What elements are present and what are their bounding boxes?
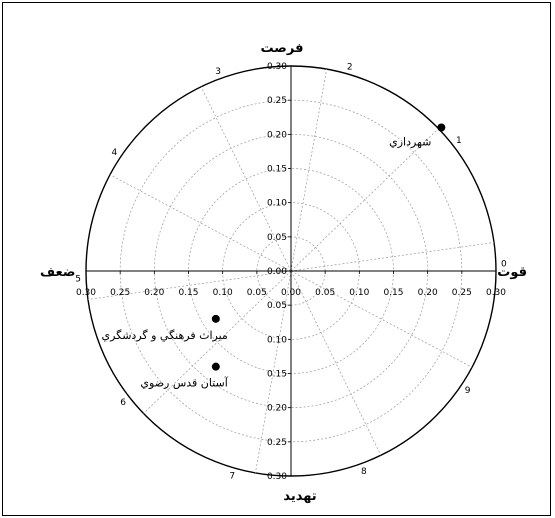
y-tick-label: 0.00: [267, 267, 287, 277]
direction-right: قوت: [497, 265, 527, 280]
x-tick-label: 0.15: [178, 288, 198, 298]
data-point: [211, 362, 220, 371]
spoke-label: 4: [112, 148, 118, 158]
spoke-label: 5: [75, 274, 81, 284]
data-point-label: ميراث فرهنگي و گردشگري: [101, 329, 227, 342]
direction-bottom: تهديد: [283, 489, 316, 504]
spoke-label: 6: [120, 398, 126, 408]
direction-labels: فرصت تهديد ضعف قوت: [40, 41, 527, 504]
spoke-label: 2: [347, 62, 353, 72]
y-tick-label: 0.20: [267, 130, 287, 140]
y-tick-label: 0.05: [267, 301, 287, 311]
y-tick-label: 0.30: [267, 472, 287, 482]
spoke-label: 3: [215, 67, 221, 77]
y-tick-label: 0.15: [267, 165, 287, 175]
axes: [85, 65, 497, 477]
y-tick-label: 0.25: [267, 438, 287, 448]
y-tick-label: 0.30: [267, 62, 287, 72]
spoke-label: 7: [229, 472, 235, 482]
spoke-label: 0: [501, 260, 507, 270]
data-points: شهرداري ميراث فرهنگي و گردشگري آستان قدس ر…: [101, 123, 446, 390]
direction-left: ضعف: [40, 265, 75, 280]
x-tick-label: 0.10: [349, 288, 369, 298]
spoke-label: 1: [456, 136, 462, 146]
y-tick-label: 0.10: [267, 199, 287, 209]
data-point-label: آستان قدس رضوي: [140, 376, 228, 390]
x-tick-label: 0.10: [213, 288, 233, 298]
y-tick-label: 0.05: [267, 233, 287, 243]
x-tick-label: 0.30: [486, 288, 506, 298]
spoke-labels: 0 1 2 3 4 5 6 7 8 9: [75, 62, 507, 481]
x-tick-label: 0.15: [383, 288, 403, 298]
y-tick-label: 0.25: [267, 96, 287, 106]
spoke-label: 9: [465, 386, 471, 396]
x-tick-label: 0.00: [281, 288, 301, 298]
x-tick-label: 0.05: [247, 288, 267, 298]
tick-labels: 0.30 0.25 0.20 0.15 0.10 0.05 0.00 0.05 0.10 0.15…: [76, 62, 506, 482]
y-tick-label: 0.20: [267, 404, 287, 414]
x-tick-label: 0.05: [315, 288, 335, 298]
spoke-label: 8: [361, 467, 367, 477]
x-tick-label: 0.20: [418, 288, 438, 298]
grid-spoke: [109, 174, 292, 272]
y-tick-label: 0.10: [267, 335, 287, 345]
y-tick-label: 0.15: [267, 370, 287, 380]
data-point-label: شهرداري: [389, 136, 431, 149]
grid-spoke: [200, 86, 292, 272]
grid-spoke: [290, 270, 382, 456]
data-point: [437, 123, 446, 132]
x-tick-label: 0.25: [452, 288, 472, 298]
x-tick-label: 0.25: [110, 288, 130, 298]
data-point: [211, 314, 220, 323]
grid-spoke: [290, 270, 473, 368]
x-tick-label: 0.20: [144, 288, 164, 298]
direction-top: فرصت: [261, 41, 304, 56]
x-tick-label: 0.30: [76, 288, 96, 298]
